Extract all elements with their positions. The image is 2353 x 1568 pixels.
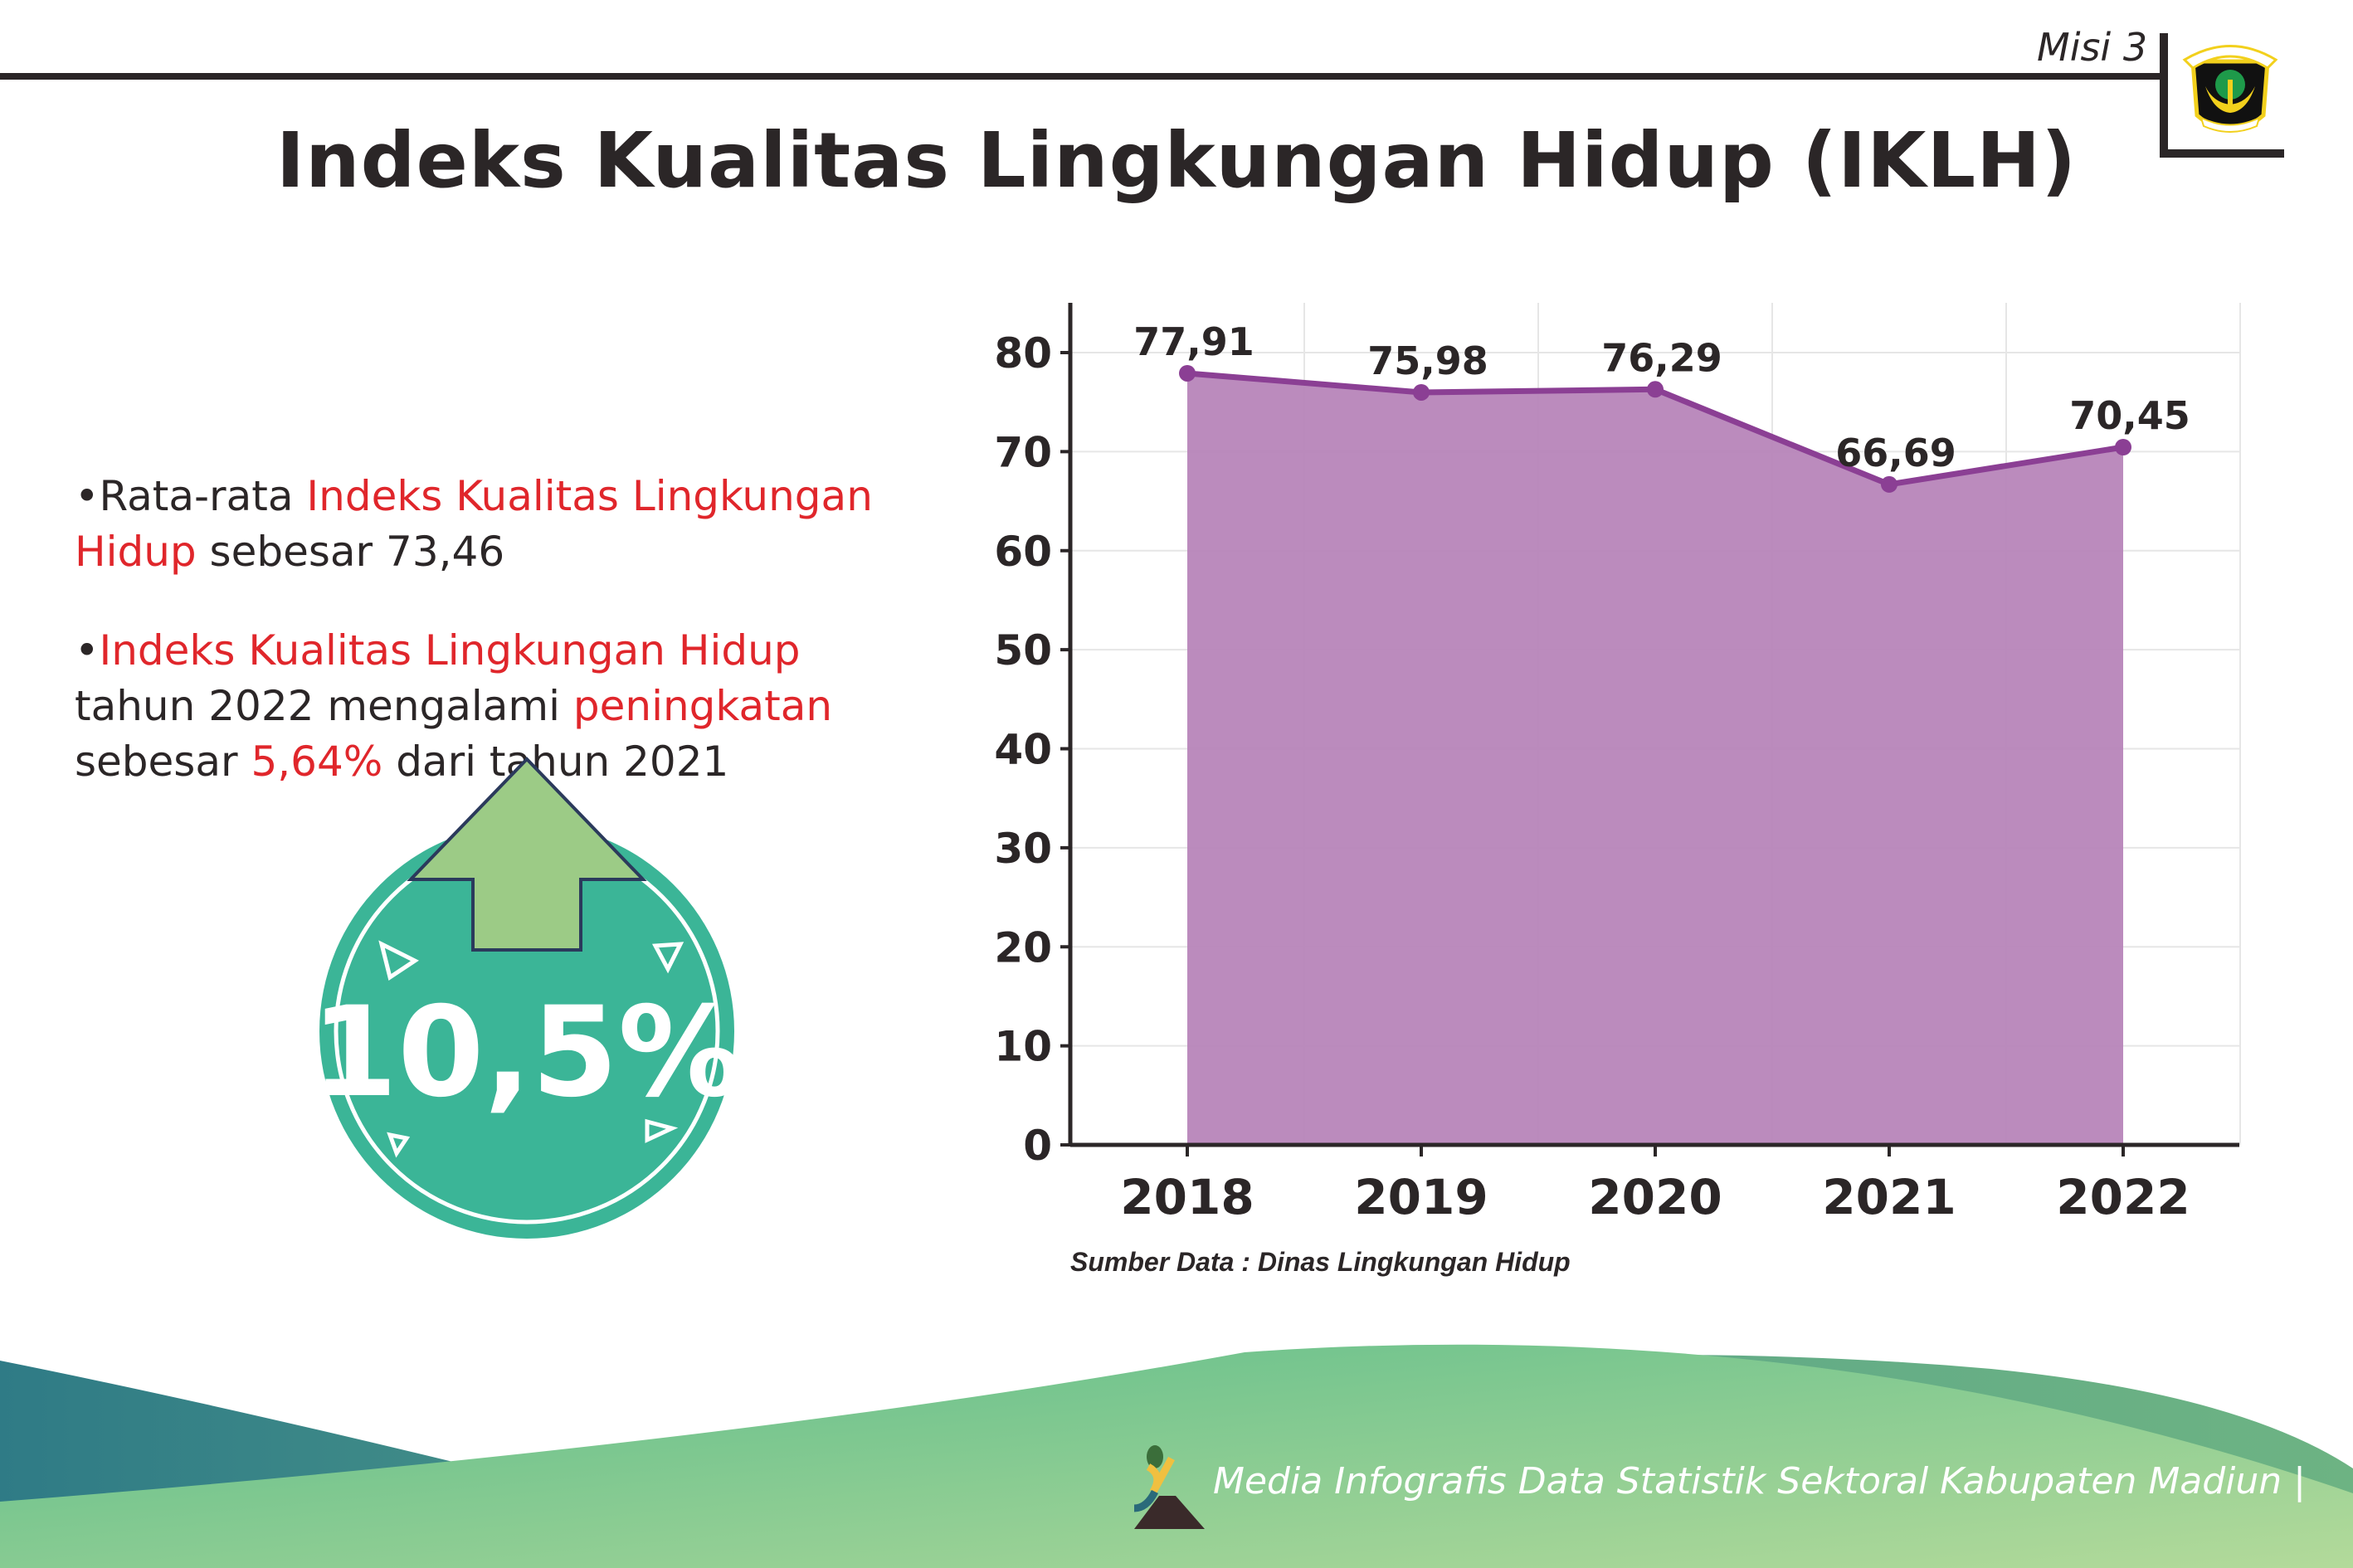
y-tick-label: 30 [994, 825, 1052, 873]
y-tick-label: 60 [994, 528, 1052, 576]
media-infografis-logo [1133, 1445, 1205, 1529]
arrow-up-icon [407, 757, 647, 952]
badge-value: 10,5% [311, 981, 743, 1125]
decoration-triangles [378, 940, 684, 1158]
data-point [2115, 439, 2131, 456]
x-tick-label: 2021 [1822, 1169, 1956, 1225]
highlight-text: peningkatan [572, 682, 833, 730]
highlight-text: 5,64% [251, 738, 383, 786]
summary-bullets: •Rata-rata Indeks Kualitas Lingkungan Hi… [75, 469, 921, 833]
y-tick-label: 40 [994, 726, 1052, 774]
y-tick-label: 80 [994, 329, 1052, 377]
y-tick-label: 10 [994, 1023, 1052, 1071]
bullet-item: •Rata-rata Indeks Kualitas Lingkungan Hi… [75, 469, 921, 580]
logo-frame [2160, 33, 2284, 158]
data-point [1647, 381, 1664, 398]
footer-wave [0, 1344, 2353, 1568]
data-label: 77,91 [1133, 319, 1254, 364]
badge-circle [319, 824, 734, 1239]
footer-tagline: Media Infografis Data Statistik Sektoral… [1213, 1460, 2306, 1502]
bullet-text: •Rata-rata [75, 472, 307, 520]
bullet-text: • [75, 626, 100, 674]
highlight-text: Indeks Kualitas Lingkungan Hidup [99, 626, 801, 674]
data-point [1881, 475, 1898, 493]
bullet-text: dari tahun 2021 [382, 738, 729, 786]
bullet-text: sebesar [75, 738, 251, 786]
kabupaten-madiun-logo [2182, 45, 2278, 133]
x-tick-label: 2019 [1354, 1169, 1488, 1225]
x-tick-label: 2018 [1120, 1169, 1254, 1225]
page-title: Indeks Kualitas Lingkungan Hidup (IKLH) [275, 116, 2078, 205]
data-label: 70,45 [2069, 393, 2190, 438]
highlight-text: Indeks Kualitas Lingkungan Hidup [75, 472, 873, 576]
y-tick-label: 50 [994, 626, 1052, 674]
x-tick-label: 2022 [2056, 1169, 2190, 1225]
x-tick-label: 2020 [1588, 1169, 1722, 1225]
data-point [1179, 364, 1196, 382]
bullet-text: tahun 2022 mengalami [75, 682, 573, 730]
y-tick-label: 0 [1023, 1122, 1052, 1170]
data-point [1413, 383, 1430, 401]
data-label: 76,29 [1601, 335, 1722, 380]
y-tick-label: 20 [994, 923, 1052, 971]
data-label: 66,69 [1835, 431, 1956, 475]
data-source: Sumber Data : Dinas Lingkungan Hidup [1070, 1247, 1571, 1277]
area-fill [1187, 373, 2123, 1146]
y-tick-label: 70 [994, 428, 1052, 476]
data-label: 75,98 [1367, 338, 1488, 383]
bullet-text: sebesar 73,46 [196, 528, 505, 576]
header-divider [0, 73, 2165, 80]
growth-badge: 10,5% [311, 757, 743, 1239]
bullet-item: •Indeks Kualitas Lingkungan Hidup tahun … [75, 623, 921, 790]
section-label: Misi 3 [2037, 25, 2148, 70]
